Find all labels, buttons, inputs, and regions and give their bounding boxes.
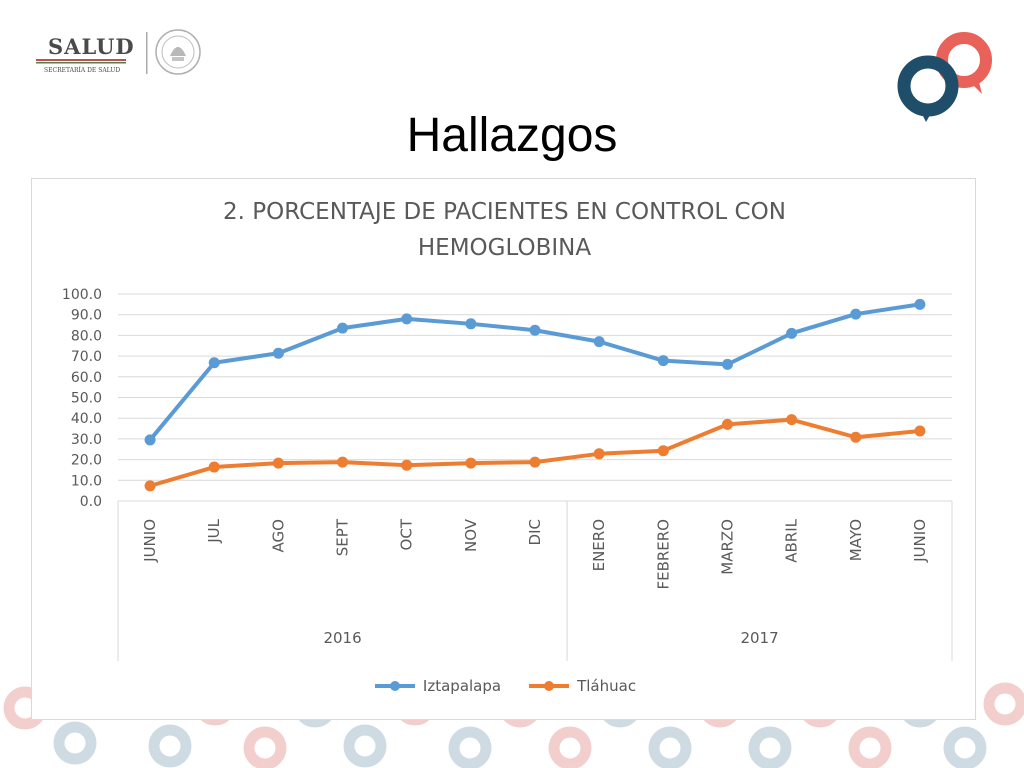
data-point: [721, 358, 733, 370]
chart-title-line2: HEMOGLOBINA: [417, 235, 592, 261]
y-tick-label: 80.0: [71, 328, 102, 344]
y-tick-label: 90.0: [71, 308, 102, 324]
x-tick-label: SEPT: [334, 518, 352, 556]
x-tick-label: FEBRERO: [654, 519, 672, 590]
org-subtitle: SECRETARÍA DE SALUD: [44, 67, 120, 74]
x-tick-label: AGO: [269, 519, 287, 552]
logo-stripe-green: [36, 62, 126, 64]
series-line: [149, 417, 921, 488]
x-tick-label: ABRIL: [783, 518, 801, 562]
org-name: SALUD: [48, 34, 135, 59]
legend-item: Iztapalapa: [373, 677, 501, 695]
salud-logo: SALUD SECRETARÍA DE SALUD: [36, 29, 201, 75]
x-tick-label: NOV: [462, 518, 480, 552]
x-tick-label: MAYO: [847, 519, 865, 561]
data-point: [850, 308, 862, 320]
y-tick-label: 100.0: [62, 287, 102, 303]
data-point: [786, 327, 798, 339]
data-point: [914, 298, 926, 310]
data-point: [721, 418, 733, 430]
data-point: [529, 324, 541, 336]
y-tick-label: 70.0: [71, 349, 102, 365]
y-tick-label: 30.0: [71, 432, 102, 448]
data-point: [593, 448, 605, 460]
line-chart: 0.0 10.0 20.0 30.0 40.0 50.0 60.0 70.0 80.0 90.0 1…: [62, 287, 953, 661]
data-point: [529, 456, 541, 468]
x-tick-label: OCT: [398, 518, 416, 550]
data-point: [657, 445, 669, 457]
data-point: [465, 318, 477, 330]
data-point: [144, 480, 156, 492]
x-tick-label: DIC: [526, 519, 544, 545]
group-label: 2017: [740, 629, 778, 647]
legend-label: Iztapalapa: [422, 677, 502, 695]
data-point: [657, 355, 669, 367]
y-tick-label: 50.0: [71, 391, 102, 407]
data-point: [593, 336, 605, 348]
legend-label: Tláhuac: [577, 677, 637, 695]
y-tick-label: 0.0: [80, 494, 102, 510]
brand-logo-icon: [897, 32, 992, 122]
x-tick-label: JUL: [205, 518, 223, 543]
data-point: [208, 461, 220, 473]
y-tick-label: 40.0: [71, 411, 102, 427]
data-point: [272, 457, 284, 469]
logo-stripe-red: [36, 59, 126, 61]
y-tick-label: 60.0: [71, 370, 102, 386]
chart-title-line1: 2. PORCENTAJE DE PACIENTES EN CONTROL CO…: [223, 199, 786, 225]
x-tick-label: ENERO: [590, 519, 608, 571]
data-point: [401, 459, 413, 471]
data-point: [144, 434, 156, 446]
data-point: [337, 322, 349, 334]
data-point: [401, 313, 413, 325]
y-tick-label: 20.0: [71, 453, 102, 469]
data-point: [272, 347, 284, 359]
legend-marker-icon: [529, 681, 570, 691]
legend-item: Tláhuac: [527, 677, 636, 695]
y-tick-label: 10.0: [71, 473, 102, 489]
legend-marker-icon: [374, 681, 415, 691]
chart-container: 2. PORCENTAJE DE PACIENTES EN CONTROL CO…: [31, 178, 976, 720]
data-point: [914, 425, 926, 437]
x-tick-label: JUNIO: [141, 519, 159, 563]
x-tick-label: JUNIO: [911, 519, 929, 563]
chart-legend: Iztapalapa Tláhuac: [32, 677, 977, 695]
series-line: [148, 302, 921, 442]
data-point: [337, 456, 349, 468]
data-point: [208, 357, 220, 369]
group-label: 2016: [323, 629, 361, 647]
data-point: [850, 431, 862, 443]
logo-divider: [146, 32, 148, 74]
data-point: [465, 457, 477, 469]
data-point: [786, 414, 798, 426]
coat-of-arms-icon: [155, 29, 201, 75]
slide-title: Hallazgos: [406, 109, 618, 162]
x-tick-label: MARZO: [718, 519, 736, 575]
